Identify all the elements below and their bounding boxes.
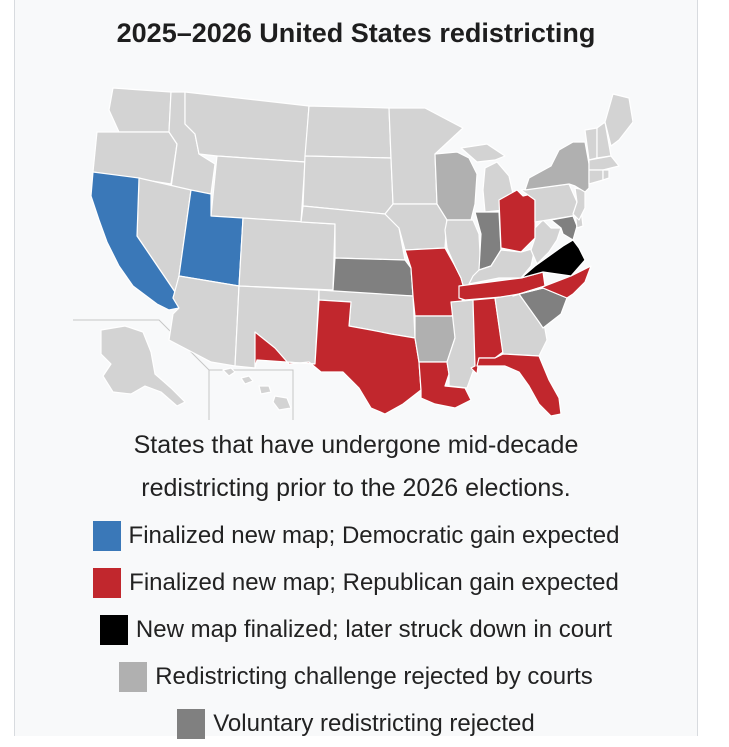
us-redistricting-map xyxy=(73,87,633,420)
state-montana xyxy=(184,91,310,163)
legend-item-voluntary-rejected: Voluntary redistricting rejected xyxy=(15,700,697,747)
map-caption: States that have undergone mid-decade re… xyxy=(15,424,697,510)
state-alaska xyxy=(100,325,186,407)
state-virginia xyxy=(520,239,586,279)
legend-label: New map finalized; later struck down in … xyxy=(135,615,613,643)
state-connecticut xyxy=(588,169,604,185)
map-legend: Finalized new map; Democratic gain expec… xyxy=(15,512,697,747)
state-florida xyxy=(476,353,562,417)
legend-item-struck-down: New map finalized; later struck down in … xyxy=(15,606,697,653)
legend-label: Finalized new map; Republican gain expec… xyxy=(129,568,619,596)
state-north-dakota xyxy=(304,105,392,159)
state-maine xyxy=(604,93,633,147)
legend-label: Redistricting challenge rejected by cour… xyxy=(155,662,593,690)
state-west-virginia xyxy=(530,219,562,265)
map-title: 2025–2026 United States redistricting xyxy=(116,18,596,48)
legend-item-democratic: Finalized new map; Democratic gain expec… xyxy=(15,512,697,559)
caption-line: States that have undergone mid-decade xyxy=(133,431,579,459)
state-north-carolina xyxy=(512,265,592,299)
state-colorado xyxy=(238,217,336,291)
state-massachusetts xyxy=(588,155,620,171)
state-kentucky xyxy=(468,247,536,285)
state-south-dakota xyxy=(302,155,394,215)
legend-swatch-democratic xyxy=(92,520,121,551)
state-hawaii xyxy=(222,367,292,411)
legend-label: Voluntary redistricting rejected xyxy=(213,709,535,737)
legend-item-republican: Finalized new map; Republican gain expec… xyxy=(15,559,697,606)
infobox-card: 2025–2026 United States redistricting xyxy=(14,0,698,739)
state-wisconsin xyxy=(434,151,478,221)
legend-item-court-rejected: Redistricting challenge rejected by cour… xyxy=(15,653,697,700)
legend-swatch-voluntary-rejected xyxy=(177,708,206,739)
legend-swatch-court-rejected xyxy=(119,661,148,692)
state-texas xyxy=(254,299,422,415)
legend-label: Finalized new map; Democratic gain expec… xyxy=(128,521,620,549)
state-washington xyxy=(108,87,172,133)
state-maryland xyxy=(550,215,578,241)
state-kansas xyxy=(332,257,414,297)
state-new-york xyxy=(524,141,590,193)
state-wyoming xyxy=(210,155,306,223)
legend-swatch-republican xyxy=(93,567,122,598)
state-california xyxy=(90,171,180,311)
legend-swatch-struck-down xyxy=(99,614,128,645)
caption-line: redistricting prior to the 2026 election… xyxy=(141,474,571,502)
inset-divider-hawaii xyxy=(209,369,294,420)
state-arizona xyxy=(168,275,240,367)
state-ohio xyxy=(498,189,536,253)
state-rhode-island xyxy=(602,169,610,181)
